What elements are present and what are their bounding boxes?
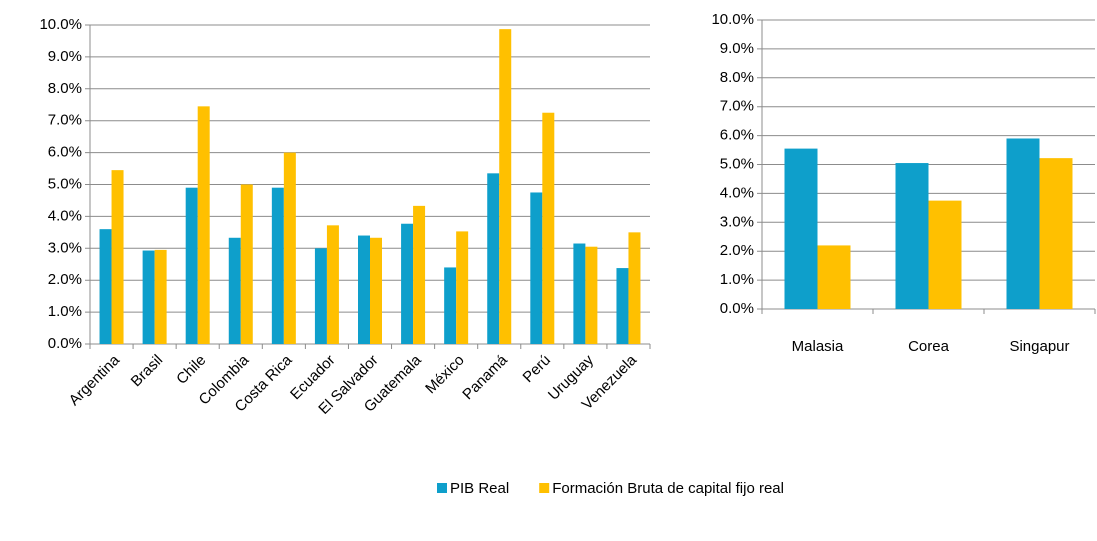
bar bbox=[358, 235, 370, 344]
y-tick-label: 10.0% bbox=[711, 11, 754, 28]
y-tick-label: 2.0% bbox=[48, 271, 82, 288]
y-tick-label: 1.0% bbox=[720, 271, 754, 288]
y-tick-label: 9.0% bbox=[48, 48, 82, 65]
y-tick-label: 6.0% bbox=[48, 144, 82, 161]
bar bbox=[444, 267, 457, 344]
bar bbox=[784, 148, 818, 309]
bar bbox=[401, 223, 414, 344]
y-tick-label: 8.0% bbox=[720, 69, 754, 86]
bar bbox=[628, 232, 641, 344]
bar bbox=[499, 29, 512, 344]
y-tick-label: 9.0% bbox=[720, 40, 754, 57]
x-tick-label: Panamá bbox=[459, 351, 511, 403]
bar bbox=[314, 248, 327, 344]
bar bbox=[573, 243, 586, 344]
bar bbox=[283, 152, 296, 344]
bar bbox=[895, 163, 929, 309]
bar bbox=[271, 187, 284, 344]
bar bbox=[413, 205, 426, 344]
y-tick-label: 0.0% bbox=[720, 300, 754, 317]
x-tick-label: Singapur bbox=[1009, 338, 1069, 355]
bar bbox=[240, 184, 253, 344]
y-tick-label: 8.0% bbox=[48, 80, 82, 97]
y-tick-label: 5.0% bbox=[48, 175, 82, 192]
bar bbox=[154, 249, 167, 344]
legend-swatch bbox=[539, 483, 550, 493]
bar bbox=[185, 187, 198, 344]
bar bbox=[530, 192, 543, 344]
bar bbox=[1039, 158, 1073, 309]
bar bbox=[228, 237, 241, 344]
bar bbox=[197, 106, 210, 344]
bar bbox=[111, 170, 124, 344]
x-tick-label: Perú bbox=[520, 352, 554, 386]
y-tick-label: 6.0% bbox=[720, 127, 754, 144]
bar bbox=[142, 250, 155, 344]
legend-swatch bbox=[437, 483, 447, 493]
bar bbox=[456, 231, 469, 344]
y-tick-label: 2.0% bbox=[720, 242, 754, 259]
y-tick-label: 7.0% bbox=[48, 112, 82, 129]
bar bbox=[326, 225, 339, 344]
bar bbox=[817, 245, 851, 309]
y-tick-label: 0.0% bbox=[48, 335, 82, 352]
bar bbox=[1006, 138, 1040, 309]
x-tick-label: Malasia bbox=[792, 338, 844, 355]
x-tick-label: Corea bbox=[908, 338, 950, 355]
bar bbox=[99, 229, 112, 344]
bar bbox=[585, 246, 598, 344]
bar bbox=[928, 200, 962, 309]
x-tick-label: Chile bbox=[173, 352, 209, 388]
y-tick-label: 5.0% bbox=[720, 155, 754, 172]
x-tick-label: Argentina bbox=[66, 351, 124, 409]
y-tick-label: 1.0% bbox=[48, 303, 82, 320]
bar bbox=[542, 112, 555, 344]
bar bbox=[370, 237, 382, 344]
y-tick-label: 4.0% bbox=[720, 184, 754, 201]
legend-label: PIB Real bbox=[450, 480, 509, 497]
legend-label: Formación Bruta de capital fijo real bbox=[552, 480, 784, 497]
bar bbox=[487, 173, 500, 344]
y-tick-label: 7.0% bbox=[720, 98, 754, 115]
y-tick-label: 3.0% bbox=[48, 239, 82, 256]
x-tick-label: Brasil bbox=[128, 352, 167, 391]
y-tick-label: 10.0% bbox=[39, 16, 82, 33]
y-tick-label: 4.0% bbox=[48, 207, 82, 224]
bar bbox=[616, 268, 629, 344]
y-tick-label: 3.0% bbox=[720, 213, 754, 230]
